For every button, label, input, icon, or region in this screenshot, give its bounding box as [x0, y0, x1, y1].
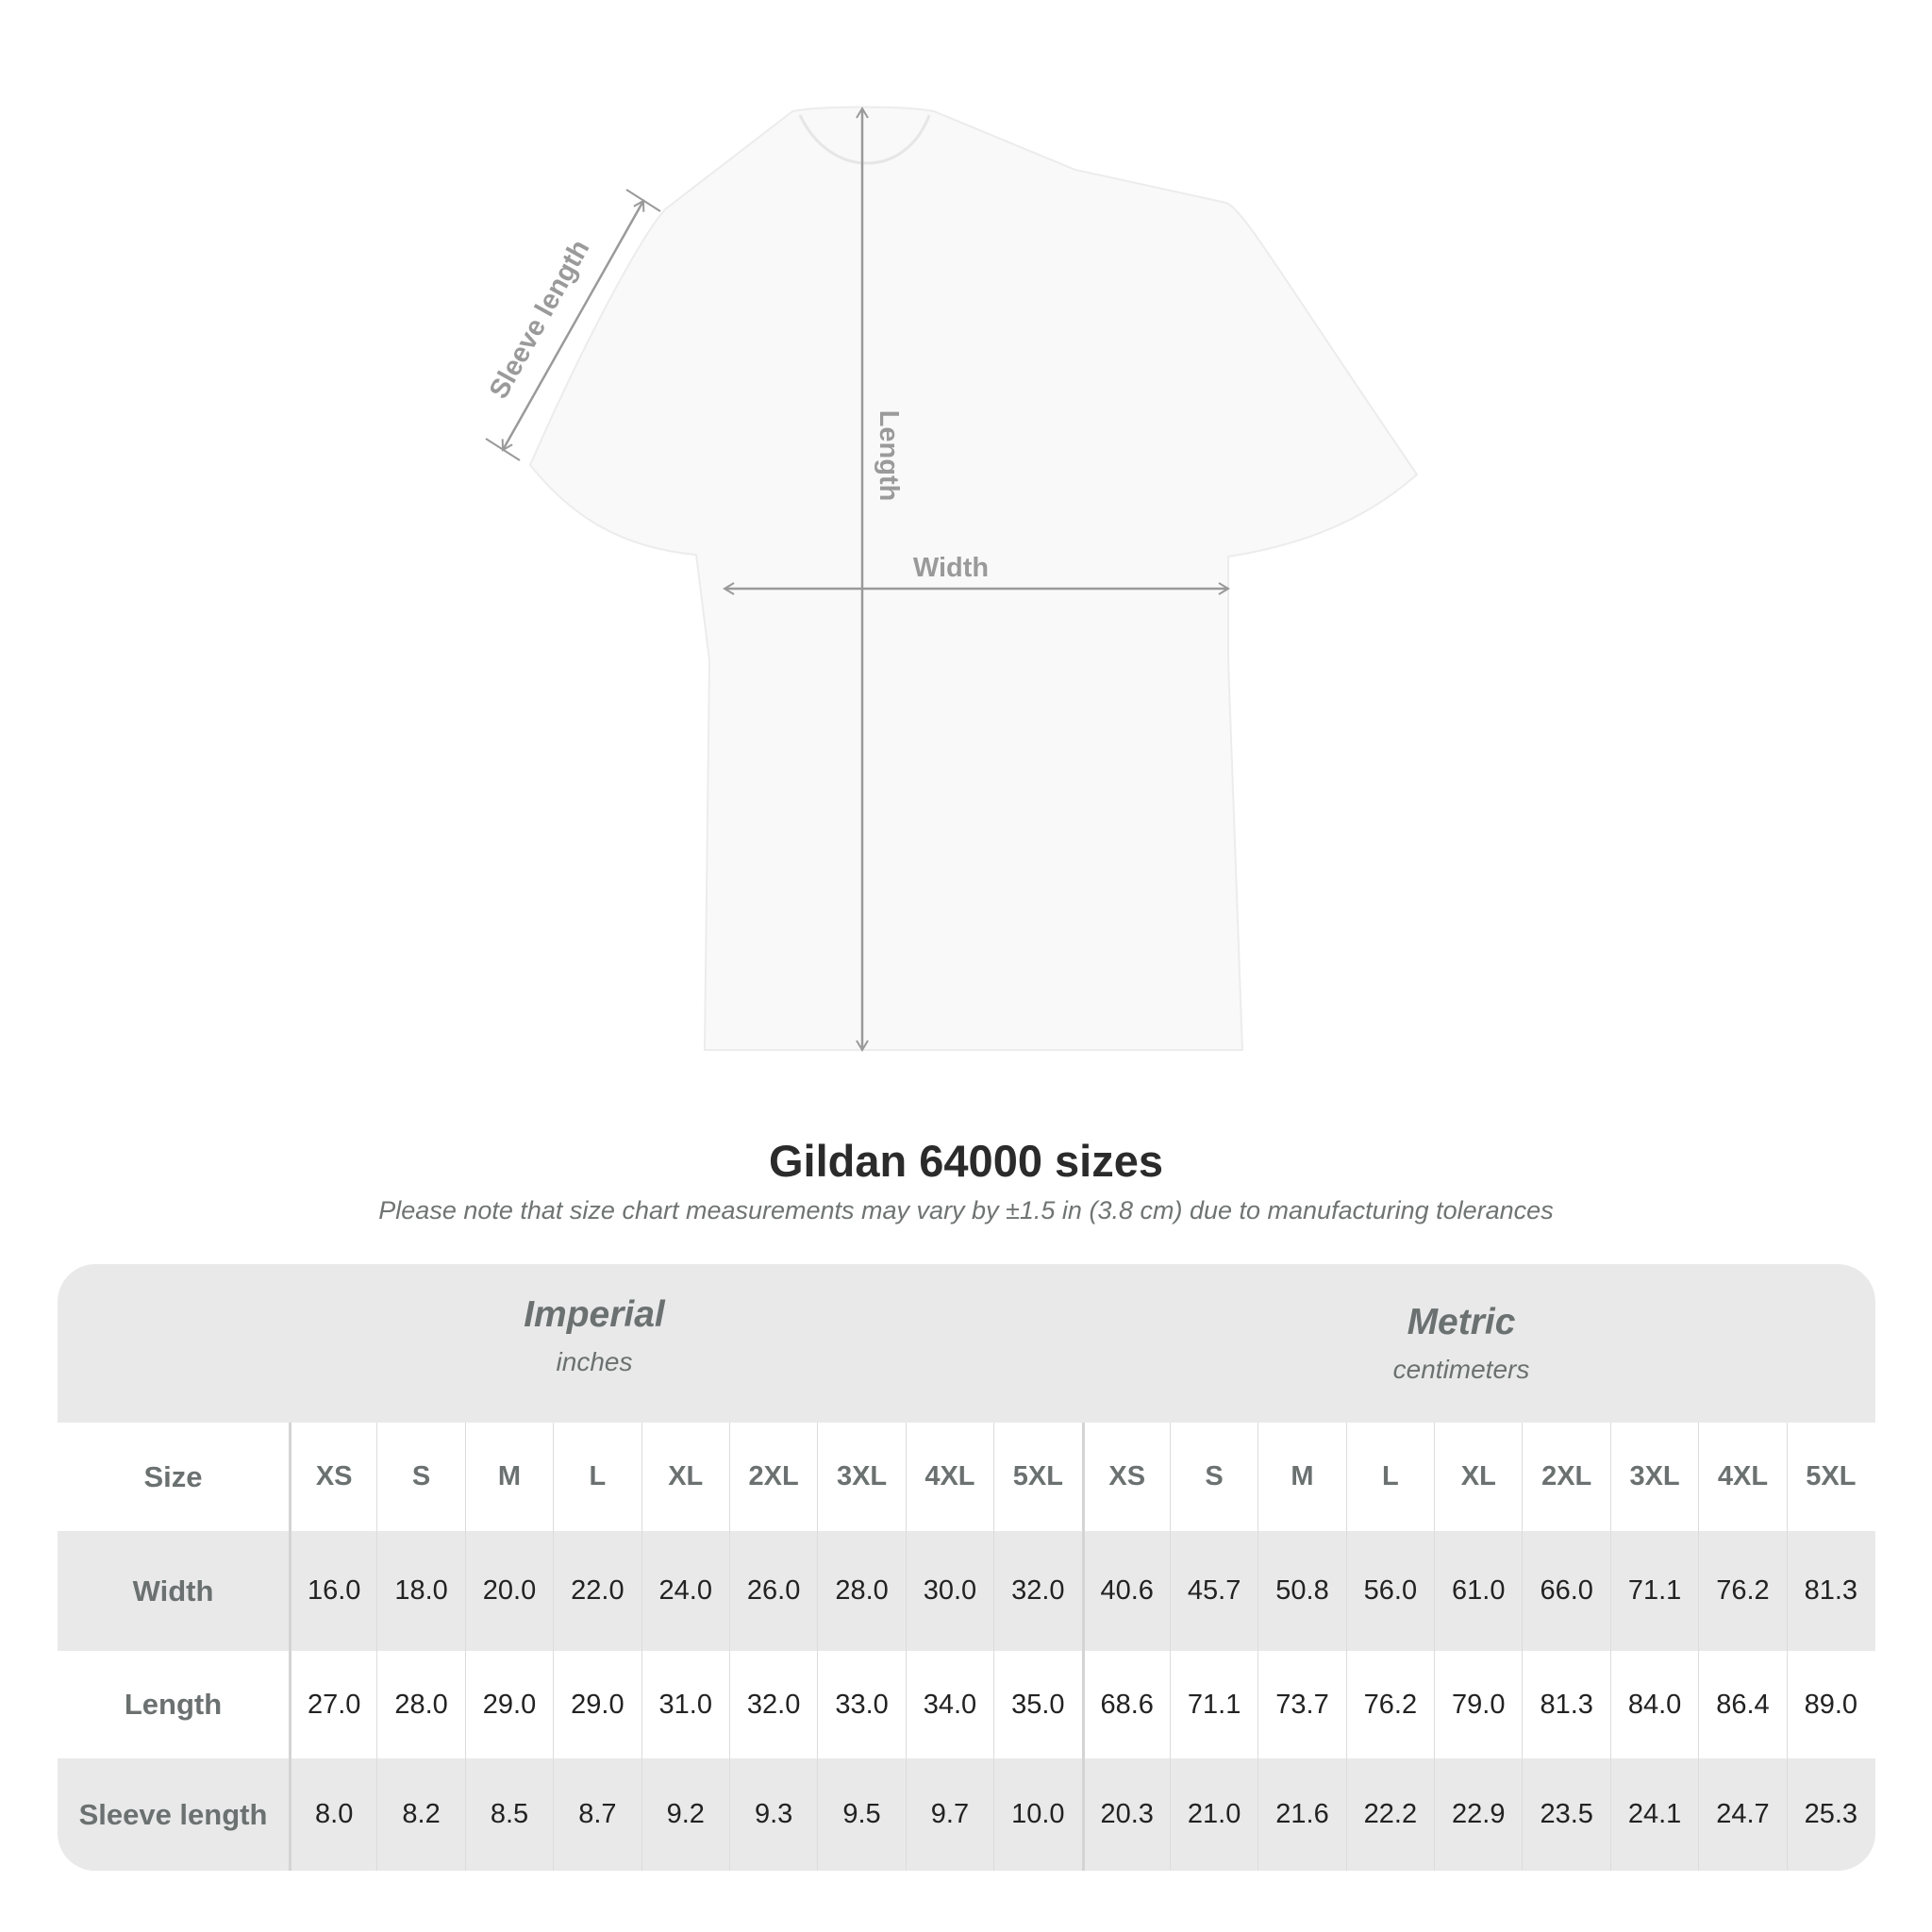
value-cell-imperial: 34.0	[905, 1651, 993, 1758]
value-cell-imperial: 8.2	[376, 1758, 464, 1871]
row-label: Sleeve length	[78, 1797, 268, 1831]
value-cell-imperial: 8.7	[553, 1758, 641, 1871]
value-cell-imperial: 9.3	[728, 1758, 817, 1871]
size-header-metric: 3XL	[1609, 1423, 1698, 1531]
value-cell-metric: 86.4	[1698, 1651, 1786, 1758]
row-label: Size	[143, 1459, 203, 1493]
page-title: Gildan 64000 sizes	[768, 1136, 1164, 1186]
size-header-imperial: XL	[641, 1423, 729, 1531]
value-cell-metric: 71.1	[1609, 1531, 1698, 1651]
value-cell-imperial: 20.0	[464, 1531, 553, 1651]
value-cell-metric: 71.1	[1169, 1651, 1257, 1758]
value-cell-metric: 76.2	[1345, 1651, 1434, 1758]
size-header-imperial: XS	[289, 1423, 376, 1531]
size-header-row: Size XS S M L XL 2XL 3XL 4XL 5XL XS S M L XL 2XL 3XL 4XL 5…	[58, 1423, 1875, 1531]
value-cell-imperial: 29.0	[553, 1651, 641, 1758]
tshirt-diagram: Sleeve length Length Width	[484, 106, 1419, 1052]
value-cell-metric: 61.0	[1434, 1531, 1522, 1651]
value-cell-metric: 84.0	[1609, 1651, 1698, 1758]
value-cell-metric: 20.3	[1081, 1758, 1170, 1871]
value-cell-imperial: 26.0	[728, 1531, 817, 1651]
value-cell-imperial: 33.0	[817, 1651, 905, 1758]
value-cell-metric: 22.2	[1345, 1758, 1434, 1871]
value-cell-metric: 22.9	[1434, 1758, 1522, 1871]
size-header-metric: XS	[1081, 1423, 1170, 1531]
size-header-imperial: 4XL	[905, 1423, 993, 1531]
value-cell-imperial: 27.0	[289, 1651, 376, 1758]
value-cell-imperial: 18.0	[376, 1531, 464, 1651]
value-cell-metric: 81.3	[1522, 1651, 1609, 1758]
value-cell-metric: 76.2	[1698, 1531, 1786, 1651]
value-cell-imperial: 22.0	[553, 1531, 641, 1651]
tolerance-note: Please note that size chart measurements…	[378, 1196, 1554, 1224]
value-cell-metric: 79.0	[1434, 1651, 1522, 1758]
value-cell-imperial: 32.0	[728, 1651, 817, 1758]
value-cell-metric: 89.0	[1786, 1651, 1874, 1758]
value-cell-metric: 56.0	[1345, 1531, 1434, 1651]
row-label: Length	[124, 1688, 223, 1721]
value-cell-imperial: 16.0	[289, 1531, 376, 1651]
value-cell-imperial: 9.2	[641, 1758, 729, 1871]
value-cell-imperial: 35.0	[993, 1651, 1081, 1758]
value-cell-imperial: 8.0	[289, 1758, 376, 1871]
size-header-metric: L	[1345, 1423, 1434, 1531]
size-header-imperial: 5XL	[993, 1423, 1081, 1531]
table-row-length: Length 27.0 28.0 29.0 29.0 31.0 32.0 33.0 34.0 35…	[58, 1651, 1875, 1758]
sleeve-measure-line	[501, 199, 645, 452]
length-label: Length	[874, 410, 904, 502]
value-cell-metric: 73.7	[1257, 1651, 1345, 1758]
value-cell-metric: 25.3	[1786, 1758, 1874, 1871]
value-cell-metric: 23.5	[1522, 1758, 1609, 1871]
size-header-imperial: L	[553, 1423, 641, 1531]
size-header-imperial: 2XL	[728, 1423, 817, 1531]
imperial-header: Imperial inches	[524, 1294, 665, 1376]
row-label: Width	[132, 1574, 214, 1607]
value-cell-metric: 66.0	[1522, 1531, 1609, 1651]
value-cell-imperial: 8.5	[464, 1758, 553, 1871]
size-table: Imperial inches Metric centimeters Size X…	[58, 1264, 1875, 1871]
value-cell-imperial: 31.0	[641, 1651, 729, 1758]
value-cell-imperial: 32.0	[993, 1531, 1081, 1651]
value-cell-imperial: 28.0	[376, 1651, 464, 1758]
value-cell-imperial: 9.5	[817, 1758, 905, 1871]
table-row-sleeve-length: Sleeve length 8.0 8.2 8.5 8.7 9.2 9.3 9.5 9.7 10.…	[58, 1758, 1875, 1871]
value-cell-metric: 68.6	[1081, 1651, 1170, 1758]
size-header-metric: 2XL	[1522, 1423, 1609, 1531]
value-cell-imperial: 10.0	[993, 1758, 1081, 1871]
width-label: Width	[913, 553, 989, 583]
size-header-metric: S	[1169, 1423, 1257, 1531]
value-cell-metric: 45.7	[1169, 1531, 1257, 1651]
value-cell-imperial: 28.0	[817, 1531, 905, 1651]
value-cell-metric: 40.6	[1081, 1531, 1170, 1651]
size-header-metric: 5XL	[1786, 1423, 1874, 1531]
value-cell-imperial: 29.0	[464, 1651, 553, 1758]
size-header-metric: 4XL	[1698, 1423, 1786, 1531]
value-cell-metric: 81.3	[1786, 1531, 1874, 1651]
table-row-width: Width 16.0 18.0 20.0 22.0 24.0 26.0 28.0 30.0 32.…	[58, 1531, 1875, 1651]
value-cell-metric: 24.7	[1698, 1758, 1786, 1871]
value-cell-metric: 21.6	[1257, 1758, 1345, 1871]
size-header-imperial: S	[376, 1423, 464, 1531]
value-cell-imperial: 30.0	[905, 1531, 993, 1651]
value-cell-metric: 21.0	[1169, 1758, 1257, 1871]
size-header-imperial: 3XL	[817, 1423, 905, 1531]
value-cell-metric: 24.1	[1609, 1758, 1698, 1871]
value-cell-metric: 50.8	[1257, 1531, 1345, 1651]
value-cell-imperial: 9.7	[905, 1758, 993, 1871]
size-header-metric: XL	[1434, 1423, 1522, 1531]
value-cell-imperial: 24.0	[641, 1531, 729, 1651]
size-header-imperial: M	[464, 1423, 553, 1531]
size-header-metric: M	[1257, 1423, 1345, 1531]
metric-header: Metric centimeters	[1392, 1302, 1530, 1384]
